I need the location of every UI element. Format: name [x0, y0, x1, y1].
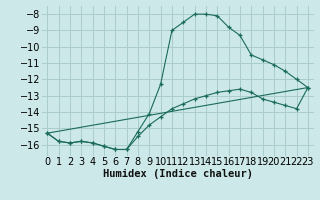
X-axis label: Humidex (Indice chaleur): Humidex (Indice chaleur)	[103, 169, 252, 179]
